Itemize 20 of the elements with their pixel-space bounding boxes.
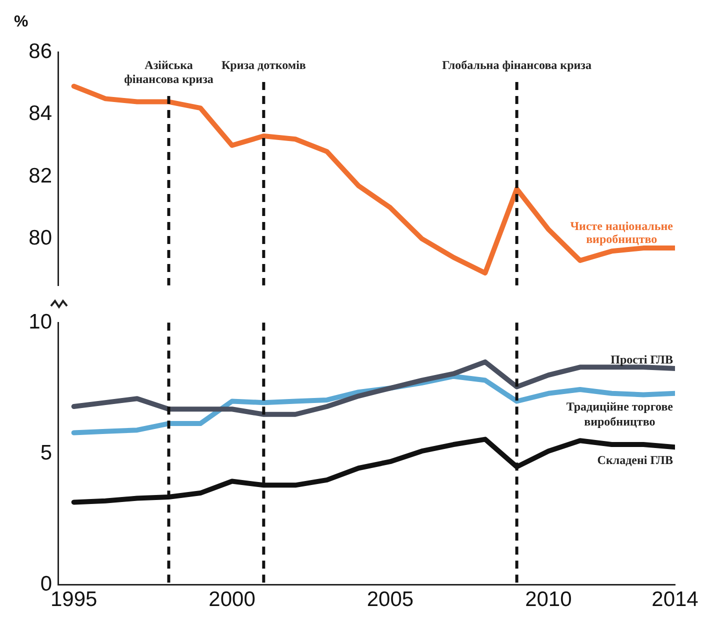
x-tick-label: 2014 (652, 588, 699, 612)
series-label: Традиційне торгове виробництво (566, 399, 674, 428)
ref-line-label: Азійська фінансова криза (124, 58, 214, 86)
x-tick-label: 2000 (208, 588, 256, 612)
ref-line-label: Криза доткомів (221, 58, 306, 72)
y-tick-label: 84 (28, 102, 52, 126)
x-tick-label: 2010 (525, 588, 572, 612)
y-axis-title: % (14, 13, 28, 30)
y-tick-label: 5 (40, 441, 52, 464)
x-tick-label: 2005 (366, 588, 414, 612)
x-tick-label: 1995 (50, 588, 98, 612)
y-tick-label: 0 (40, 572, 52, 596)
y-tick-label: 86 (28, 40, 52, 63)
y-tick-label: 80 (28, 226, 52, 250)
y-tick-label: 10 (28, 310, 52, 334)
series-label: Прості ГЛВ (610, 352, 674, 367)
series-label: Складені ГЛВ (597, 453, 674, 468)
ref-line-label: Глобальна фінансова криза (442, 58, 592, 72)
y-tick-label: 82 (28, 164, 52, 188)
series-label: Чисте національне виробництво (570, 219, 674, 246)
